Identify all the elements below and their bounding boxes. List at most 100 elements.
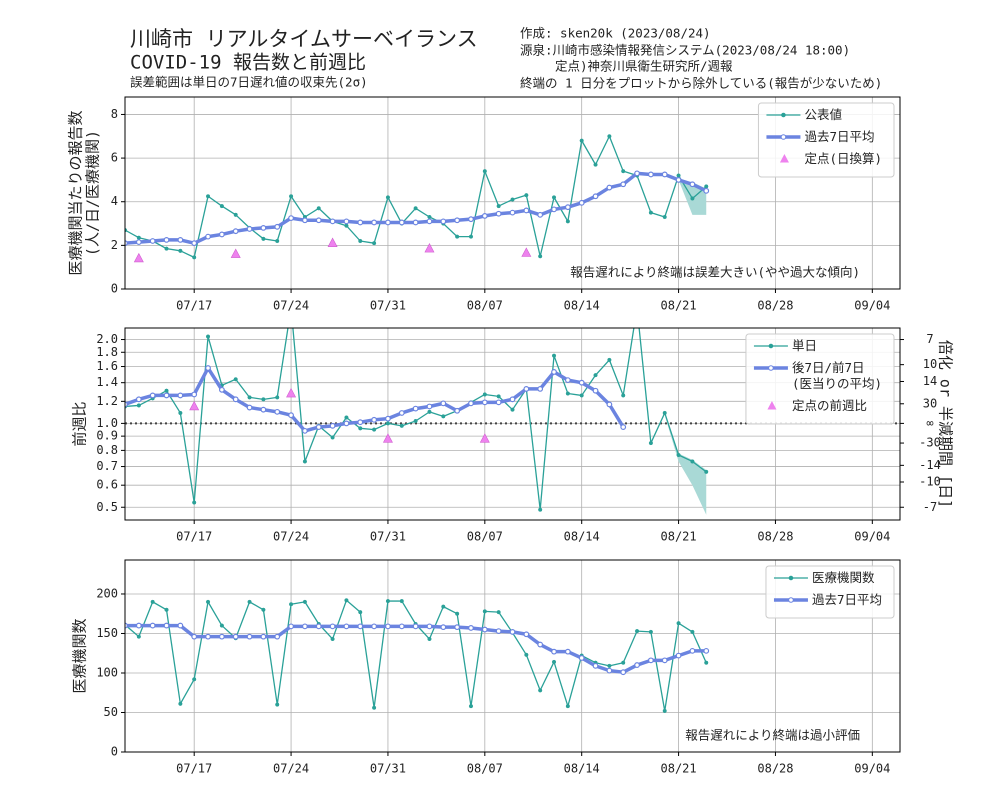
data-point	[399, 599, 404, 604]
data-point	[412, 219, 419, 226]
data-point	[704, 469, 709, 474]
data-point	[343, 218, 350, 225]
data-point	[524, 652, 529, 657]
x-tick-label: 08/14	[564, 530, 600, 544]
data-point	[178, 248, 183, 253]
data-point	[288, 623, 294, 630]
data-point	[495, 399, 502, 406]
data-point	[164, 388, 169, 393]
data-point	[427, 409, 432, 414]
data-point	[676, 452, 681, 458]
data-point	[454, 407, 461, 414]
x-tick-label: 07/24	[273, 299, 309, 313]
data-point	[468, 234, 474, 239]
data-point	[621, 660, 626, 665]
data-point	[205, 633, 211, 640]
data-point	[675, 177, 682, 183]
data-point	[149, 238, 156, 244]
y-tick-label: 2.0	[96, 332, 118, 346]
data-point	[343, 623, 350, 630]
data-point	[385, 415, 391, 422]
data-point	[274, 223, 281, 230]
data-point	[454, 217, 461, 224]
data-point	[661, 171, 668, 178]
data-point	[218, 231, 225, 238]
data-point	[358, 426, 363, 431]
data-point	[592, 387, 599, 394]
data-point	[205, 599, 211, 604]
data-point	[482, 392, 487, 397]
x-tick-label: 07/17	[176, 762, 212, 776]
y-tick-label: 0.9	[96, 429, 118, 443]
title: 川崎市 リアルタイムサーベイランス	[130, 27, 478, 51]
data-point	[703, 187, 710, 194]
data-point	[315, 217, 322, 224]
data-point	[426, 403, 433, 410]
triangle-marker	[424, 242, 435, 253]
x-tick-label: 08/14	[564, 762, 600, 776]
data-point	[704, 184, 709, 189]
y2-tick-label: 30	[923, 396, 937, 410]
x-tick-label: 08/21	[661, 762, 697, 776]
data-point	[564, 377, 571, 384]
legend-marker	[781, 112, 786, 118]
annotation: 報告遅れにより終端は誤差大きい(やや過大な傾向)	[570, 265, 860, 280]
data-point	[689, 647, 696, 654]
y-tick-label: 150	[96, 626, 118, 640]
data-point	[440, 218, 447, 225]
data-point	[592, 193, 599, 200]
data-point	[125, 401, 128, 408]
data-point	[538, 688, 543, 693]
data-point	[676, 621, 681, 626]
x-tick-label: 07/24	[273, 530, 309, 544]
data-point	[135, 396, 142, 403]
data-point	[288, 412, 294, 419]
data-point	[468, 625, 474, 631]
data-point	[427, 214, 432, 220]
data-point	[635, 306, 639, 310]
data-point	[538, 507, 543, 512]
data-point	[385, 195, 390, 200]
y-axis-label: 前週比	[71, 401, 89, 446]
data-point	[495, 210, 502, 217]
data-point	[302, 459, 307, 464]
data-point	[621, 169, 626, 174]
data-point	[316, 206, 321, 211]
data-point	[538, 254, 543, 259]
data-point	[441, 604, 446, 609]
data-point	[385, 599, 390, 604]
data-point	[620, 669, 627, 676]
y-tick-label: 0	[111, 745, 118, 759]
data-point	[578, 379, 585, 386]
data-point	[440, 400, 447, 407]
y-tick-label: 1.6	[96, 359, 118, 373]
data-point	[344, 598, 349, 603]
data-point	[509, 629, 516, 635]
data-point	[178, 701, 183, 706]
data-point	[606, 401, 613, 408]
data-point	[372, 705, 377, 710]
y-axis-label: (人/日/医療機関)	[84, 130, 102, 256]
data-point	[635, 629, 640, 634]
data-point	[537, 211, 544, 218]
data-point	[426, 623, 433, 630]
subtitle: COVID-19 報告数と前週比	[130, 52, 366, 74]
data-point	[537, 641, 544, 648]
legend-label: 単日	[792, 338, 817, 353]
data-point	[371, 416, 378, 423]
data-point	[385, 623, 391, 630]
data-point	[247, 395, 252, 400]
data-point	[496, 394, 501, 399]
data-point	[703, 647, 710, 654]
data-point	[218, 386, 225, 393]
data-point	[289, 602, 294, 607]
data-point	[481, 213, 488, 219]
data-point	[136, 235, 141, 240]
triangle-marker	[382, 433, 393, 443]
data-point	[275, 702, 280, 707]
data-point	[205, 233, 211, 240]
data-point	[662, 214, 667, 220]
data-point	[163, 237, 170, 243]
x-tick-label: 07/24	[273, 762, 309, 776]
data-point	[413, 206, 418, 211]
